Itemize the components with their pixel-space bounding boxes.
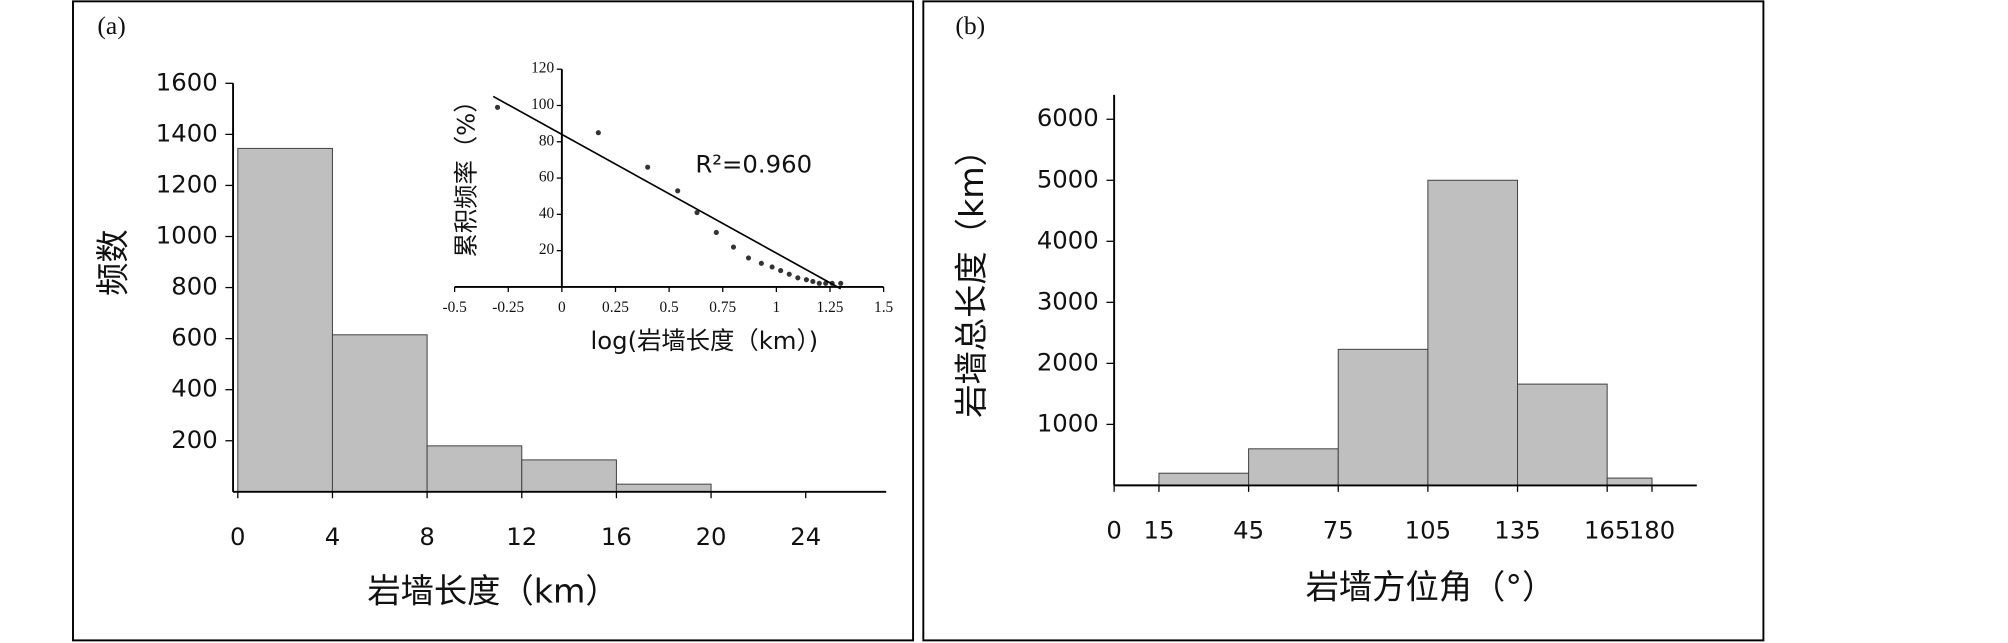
x-tick-label: 0 [230,522,245,551]
x-tick-label: 0.25 [602,299,629,316]
y-tick-label: 120 [531,60,554,77]
x-tick-label: 1.25 [817,299,844,316]
point [795,275,801,281]
bar [1606,477,1653,486]
x-axis-label: 岩墙方位角（°） [1306,568,1556,607]
point [645,164,651,170]
point [675,188,681,194]
point [694,209,700,216]
x-tick-label: 105 [1405,516,1451,545]
annotation: R²=0.960 [695,149,812,178]
point [745,255,752,261]
y-tick-label: 1400 [156,118,218,147]
panel-label: (b) [955,11,985,40]
y-tick-label: 20 [539,241,555,258]
bar [1517,383,1608,486]
y-tick-label: 2000 [1037,347,1099,376]
y-tick-label: 5000 [1037,164,1099,193]
point [494,104,501,110]
x-tick-label: 165 [1584,516,1630,545]
point [730,244,737,250]
x-tick-label: 24 [790,522,821,551]
bar [1427,179,1519,486]
point [778,268,784,274]
y-tick-label: 1000 [156,220,218,249]
x-tick-label: 0.5 [660,299,680,316]
bar [521,459,617,493]
y-tick-label: 1600 [156,67,218,96]
x-tick-label: 0 [558,299,566,316]
y-tick-label: 6000 [1037,103,1099,132]
y-tick-label: 1200 [156,169,218,198]
x-tick-label: 1.5 [874,299,894,316]
panel-frame [922,0,1765,642]
y-axis-label: 频数 [94,229,133,296]
bar [331,334,428,493]
x-tick-label: 16 [601,522,632,551]
bar [615,483,712,493]
bar [1158,472,1250,486]
bar [1337,348,1429,486]
point [803,277,809,283]
x-axis-label: 岩墙长度（km） [367,571,618,610]
point [786,271,792,277]
panel-label: (a) [97,11,125,40]
x-tick-label: 12 [506,522,537,551]
x-tick-label: 0 [1106,516,1121,545]
x-tick-label: 0.75 [709,299,736,316]
panel-frame [72,0,915,642]
x-tick-label: 8 [419,522,434,551]
x-tick-label: -0.5 [442,299,467,316]
point [816,280,822,286]
x-tick-label: 180 [1629,516,1675,545]
x-tick-label: 15 [1143,516,1174,545]
y-tick-label: 80 [539,132,555,149]
y-axis-label: 岩墙总长度（km） [952,133,991,418]
point [713,229,719,236]
y-tick-label: 40 [539,205,555,222]
point [810,278,816,285]
point [758,260,764,266]
x-tick-label: 135 [1494,516,1540,545]
y-tick-label: 4000 [1037,225,1099,254]
y-tick-label: 60 [539,169,555,186]
x-tick-label: -0.25 [492,299,524,316]
y-tick-label: 1000 [1037,408,1099,437]
y-axis-label: 累积频率（%） [451,88,480,257]
x-tick-label: 75 [1323,516,1354,545]
x-tick-label: 1 [773,299,781,316]
y-tick-label: 200 [171,425,217,454]
bar [1248,448,1339,486]
y-tick-label: 600 [171,323,217,352]
y-tick-label: 3000 [1037,286,1099,315]
point [595,130,601,136]
x-axis-label: log(岩墙长度（km）) [591,326,819,355]
x-tick-label: 4 [325,522,340,551]
x-tick-label: 45 [1233,516,1264,545]
y-tick-label: 400 [171,374,217,403]
fit-line [492,95,842,290]
point [838,280,844,286]
y-tick-label: 100 [531,96,554,113]
bar [426,445,523,493]
y-tick-label: 800 [171,272,217,301]
point [769,264,775,270]
bar [237,147,333,493]
x-tick-label: 20 [696,522,727,551]
